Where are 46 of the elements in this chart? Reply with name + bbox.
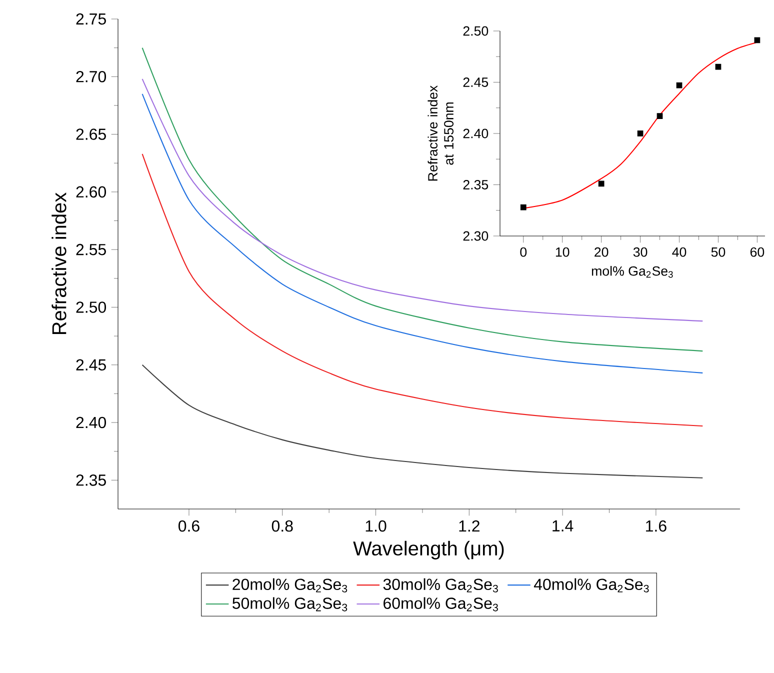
y-tick-label: 2.40 [76, 416, 106, 428]
y-tick-label: 2.45 [463, 78, 488, 87]
y-tick-label: 2.30 [463, 231, 488, 241]
x-tick-label: 0.6 [178, 520, 200, 532]
x-tick-label: 1.4 [552, 520, 574, 532]
x-tick-label: 30 [633, 247, 648, 257]
y-tick-label: 2.60 [76, 186, 106, 198]
y-axis-title: Refractive index at 1550nm [428, 85, 454, 181]
point [598, 180, 604, 187]
legend-label: 40mol% Ga$_{2}$Se$_{3}$ [534, 578, 649, 592]
y-tick-label: 2.50 [76, 302, 106, 313]
x-axis-title: mol% Ga$_{2}$Se$_{3}$ [592, 266, 673, 278]
point [637, 130, 644, 136]
x-tick-label: 50 [711, 247, 726, 257]
line-series [142, 47, 704, 352]
x-tick-label: 1.2 [459, 520, 480, 532]
x-axis-title: Wavelength (μm) [353, 540, 504, 560]
y-tick-label: 2.75 [76, 13, 106, 25]
point [715, 64, 722, 70]
point [676, 82, 682, 88]
x-tick-label: 1.6 [646, 520, 666, 532]
point [520, 204, 526, 210]
point [656, 113, 663, 119]
x-tick-label: 1.0 [366, 520, 386, 532]
y-tick-label: 2.45 [76, 359, 106, 371]
line-series [142, 364, 704, 478]
y-tick-label: 2.65 [76, 128, 106, 140]
y-tick-label: 2.70 [76, 70, 106, 82]
line-series [142, 78, 704, 322]
y-tick-label: 2.50 [463, 26, 488, 36]
x-tick-label: 10 [556, 247, 570, 257]
y-tick-label: 2.35 [76, 474, 106, 486]
x-tick-label: 40 [672, 247, 686, 257]
legend-label: 30mol% Ga$_{2}$Se$_{3}$ [383, 578, 498, 592]
y-tick-label: 2.55 [76, 244, 106, 256]
legend-label: 60mol% Ga$_{2}$Se$_{3}$ [384, 597, 498, 612]
x-tick-label: 0.8 [272, 520, 293, 532]
y-axis-title: Refractive index [52, 192, 66, 334]
legend-label: 50mol% Ga$_{2}$Se$_{3}$ [232, 597, 348, 612]
x-tick-label: 0 [520, 247, 527, 257]
y-tick-label: 2.35 [463, 180, 488, 190]
y-tick-label: 2.40 [463, 128, 488, 138]
x-tick-label: 20 [594, 247, 608, 257]
x-tick-label: 60 [750, 247, 764, 257]
point [754, 37, 760, 44]
legend-label: 20mol% Ga$_{2}$Se$_{3}$ [232, 578, 348, 592]
